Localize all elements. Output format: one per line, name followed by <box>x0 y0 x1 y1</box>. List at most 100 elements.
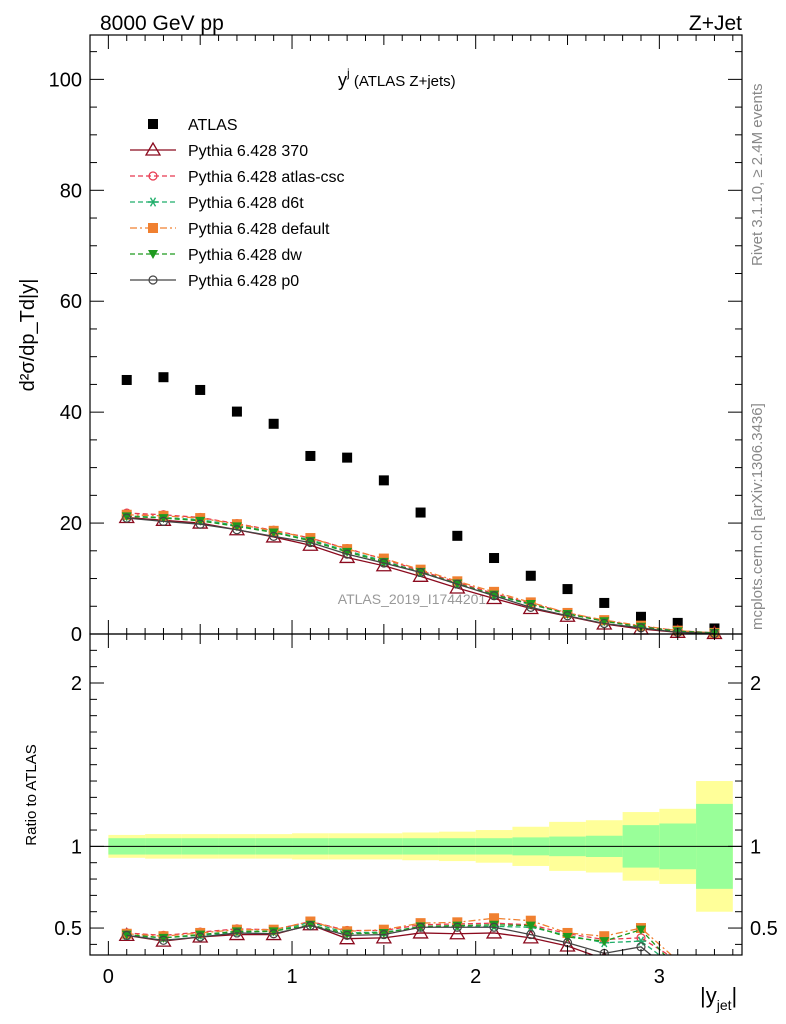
main-series-group <box>118 372 723 640</box>
header-left: 8000 GeV pp <box>100 12 224 35</box>
ratio-point <box>562 933 573 943</box>
mcplots-label: mcplots.cern.ch [arXiv:1306.3436] <box>749 403 766 630</box>
atlas-data-point <box>562 584 573 595</box>
legend-marker <box>148 171 158 181</box>
mc-point <box>415 567 426 578</box>
ratio-point <box>485 924 503 939</box>
ratio-point <box>673 965 683 974</box>
rivet-label: Rivet 3.1.10, ≥ 2.4M events <box>749 84 766 267</box>
ratio-point <box>671 978 685 990</box>
ratio-ylabel: Ratio to ATLAS <box>23 744 40 845</box>
ratio-point <box>562 927 573 938</box>
x-axis-label: |yjet| <box>700 983 737 1013</box>
mc-point <box>342 549 352 559</box>
ratio-point <box>673 965 683 974</box>
atlas-data-point <box>305 450 316 461</box>
ratio-ytick-label: 0.5 <box>54 918 82 940</box>
ratio-point <box>710 973 718 981</box>
ratio-ytick-label: 2 <box>71 673 82 695</box>
ratio-series-line <box>126 917 673 955</box>
mc-point <box>268 528 279 538</box>
xtick-label: 1 <box>286 966 297 988</box>
ratio-ytick-label: 1 <box>71 836 82 858</box>
mc-point <box>526 602 536 612</box>
legend-marker <box>148 119 158 129</box>
main-ytick-label: 20 <box>60 513 82 535</box>
header-right: Z+Jet <box>689 12 742 35</box>
atlas-data-point <box>452 530 463 541</box>
main-ytick-label: 100 <box>49 69 82 91</box>
mc-point <box>379 558 389 568</box>
ratio-point <box>415 922 426 932</box>
mc-point <box>231 522 242 532</box>
atlas-data-point <box>121 374 132 385</box>
ratio-point <box>452 922 462 932</box>
main-ytick-label: 60 <box>60 291 82 313</box>
mc-point <box>269 531 279 541</box>
legend-marker <box>148 197 158 207</box>
ratio-point <box>269 929 279 939</box>
ratio-point <box>158 933 169 943</box>
atlas-data-point <box>599 597 610 608</box>
ratio-point <box>449 925 466 940</box>
legend-marker <box>148 250 158 259</box>
mc-point <box>195 516 206 526</box>
ratio-clipped-group <box>118 913 719 990</box>
atlas-data-point <box>415 507 426 518</box>
main-ytick-label: 40 <box>60 402 82 424</box>
mc-point <box>599 617 610 627</box>
main-title: yj (ATLAS Z+jets) <box>338 66 456 90</box>
ratio-point <box>379 929 389 940</box>
ratio-point <box>709 972 719 982</box>
axes-group: 0 20 40 60 80 100 0 1 2 3 0.5 0.5 1 1 2 2 <box>49 34 778 988</box>
ratio-point <box>342 930 352 940</box>
legend-label: ATLAS <box>188 117 238 134</box>
ratio-point <box>195 932 205 942</box>
mc-point <box>122 513 132 523</box>
ratio-point <box>489 922 499 932</box>
atlas-data-point <box>635 611 646 622</box>
atlas-data-point <box>342 452 353 463</box>
ratio-series-line <box>126 924 652 955</box>
mc-point <box>232 525 242 535</box>
ratio-point <box>635 936 646 946</box>
ratio-point <box>195 930 206 940</box>
ratio-point <box>158 935 169 945</box>
legend-label: Pythia 6.428 default <box>188 221 330 238</box>
legend-label: Pythia 6.428 370 <box>188 143 308 160</box>
mc-point <box>452 579 462 589</box>
xtick-label: 2 <box>470 966 481 988</box>
ratio-point <box>268 927 279 937</box>
xtick-label: 3 <box>654 966 665 988</box>
ratio-ytick-label-right: 0.5 <box>750 918 778 940</box>
ratio-point <box>673 956 683 966</box>
mc-point <box>195 519 205 529</box>
mc-point <box>525 600 536 610</box>
atlas-data-point <box>268 418 279 429</box>
ratio-point <box>525 915 536 926</box>
legend-marker <box>148 223 158 233</box>
ratio-point <box>634 959 648 971</box>
ratio-ytick-label-right: 1 <box>750 836 761 858</box>
ratio-point <box>525 921 536 931</box>
mc-point <box>158 516 169 527</box>
atlas-data-point <box>378 475 389 486</box>
ratio-point <box>709 973 719 982</box>
ratio-point <box>599 931 610 942</box>
ratio-point <box>674 973 682 981</box>
legend: ATLAS Pythia 6.428 370 Pythia 6.428 atlas-… <box>130 117 345 290</box>
ratio-point <box>489 920 500 930</box>
atlas-data-point <box>231 406 242 417</box>
ratio-point <box>489 913 500 924</box>
legend-label: Pythia 6.428 atlas-csc <box>188 169 345 186</box>
legend-label: Pythia 6.428 d6t <box>188 195 304 212</box>
legend-marker <box>148 275 158 285</box>
main-ylabel: d²σ/dp_Td|y| <box>17 279 39 392</box>
mc-point <box>599 618 609 629</box>
mc-point <box>158 514 169 524</box>
ratio-point <box>412 924 429 939</box>
atlas-data-point <box>525 570 536 581</box>
ratio-point <box>121 930 132 940</box>
main-series-line <box>126 517 715 635</box>
